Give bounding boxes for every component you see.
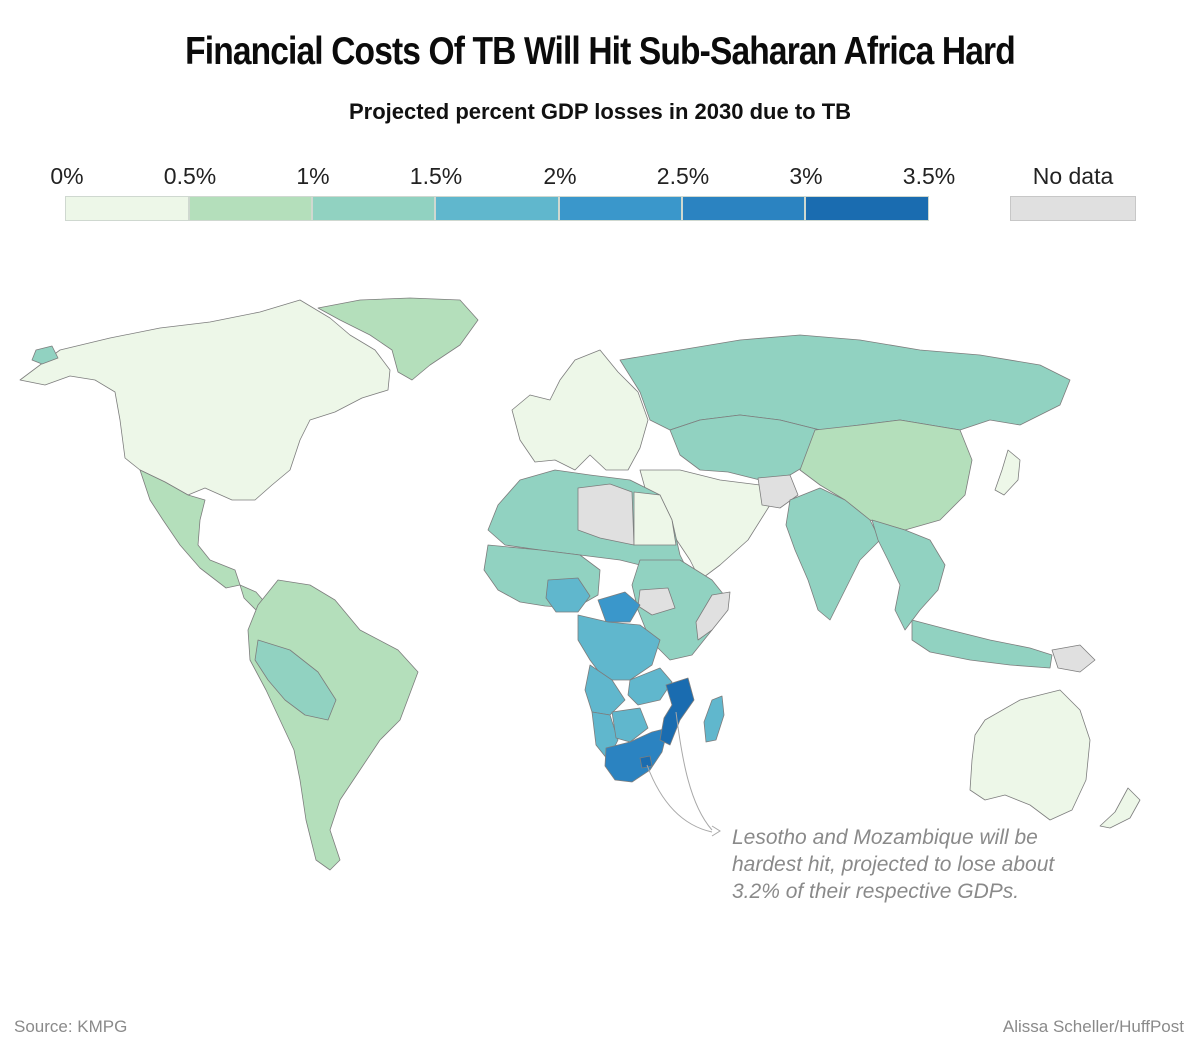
- annotation-text: Lesotho and Mozambique will be hardest h…: [732, 826, 1055, 903]
- region-europe: [511, 349, 649, 471]
- region-madagascar: [703, 695, 725, 743]
- legend-bin-2: [312, 196, 435, 221]
- region-indonesia: [911, 619, 1053, 669]
- region-southeast-asia: [871, 519, 946, 631]
- region-china: [799, 419, 973, 531]
- annotation-arrowhead: [711, 825, 721, 837]
- region-russia: [619, 334, 1071, 431]
- region-india: [785, 487, 881, 621]
- legend-bin-3: [435, 196, 559, 221]
- legend-tick-3-5: 3.5%: [902, 163, 956, 189]
- legend-bin-6: [805, 196, 929, 221]
- region-mozambique: [659, 677, 695, 746]
- region-peru-bolivia: [254, 639, 337, 721]
- region-new-zealand: [1099, 787, 1141, 829]
- legend-tick-0-5: 0.5%: [163, 163, 217, 189]
- legend-bin-1: [189, 196, 312, 221]
- legend-tick-3: 3%: [789, 163, 823, 189]
- region-zambia-malawi: [627, 667, 673, 706]
- region-central-african-republic: [597, 591, 641, 623]
- legend-bin-4: [559, 196, 682, 221]
- source-text: Source: KMPG: [14, 1017, 128, 1036]
- region-nigeria: [545, 577, 591, 613]
- region-greenland: [317, 297, 479, 381]
- region-north-america: [19, 299, 391, 501]
- legend-tick-1: 1%: [296, 163, 330, 189]
- region-mexico: [139, 469, 241, 589]
- legend-tick-2-5: 2.5%: [656, 163, 710, 189]
- region-lesotho: [639, 755, 653, 769]
- region-afghanistan: [757, 474, 799, 509]
- region-botswana: [611, 707, 649, 743]
- legend-tick-1-5: 1.5%: [409, 163, 463, 189]
- region-papua-new-guinea: [1051, 644, 1096, 673]
- credit-text: Alissa Scheller/HuffPost: [1002, 1017, 1184, 1036]
- legend-tick-2: 2%: [543, 163, 577, 189]
- legend-tick-0: 0%: [50, 163, 84, 189]
- legend-no-data-label: No data: [1032, 163, 1114, 189]
- annotation-leader-mozambique: [675, 711, 713, 831]
- region-egypt: [633, 491, 677, 546]
- region-south-america: [247, 579, 419, 871]
- region-iceland: [31, 345, 59, 365]
- legend-bin-5: [682, 196, 805, 221]
- region-dr-congo: [577, 614, 661, 681]
- region-australia: [969, 689, 1091, 821]
- legend-no-data-bin: [1010, 196, 1136, 221]
- region-south-africa: [604, 727, 669, 783]
- chart-title: Financial Costs Of TB Will Hit Sub-Sahar…: [185, 30, 1016, 73]
- chart-subtitle: Projected percent GDP losses in 2030 due…: [348, 99, 852, 124]
- region-japan: [994, 449, 1021, 496]
- annotation-leader-lesotho: [646, 764, 713, 833]
- legend-bin-0: [65, 196, 189, 221]
- region-somalia: [695, 591, 731, 641]
- region-central-asia: [669, 414, 821, 481]
